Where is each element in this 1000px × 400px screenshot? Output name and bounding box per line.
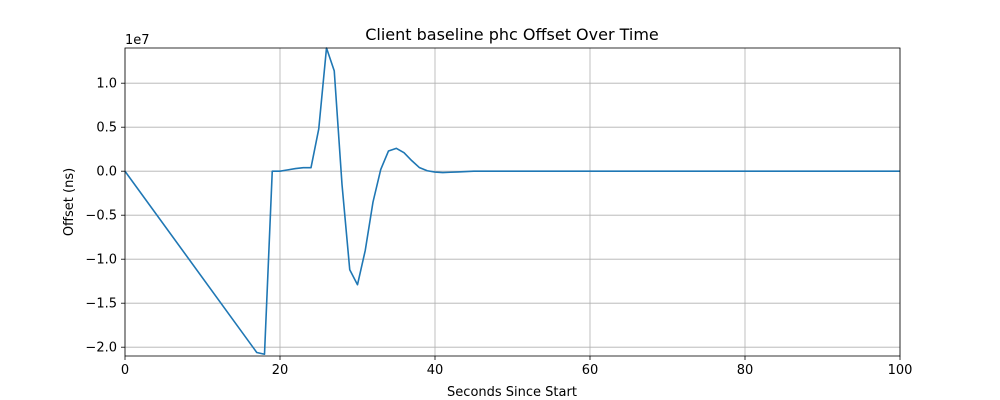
y-tick-label: −1.5 [85, 297, 117, 312]
series-layer [124, 47, 900, 356]
y-axis-label: Offset (ns) [62, 168, 77, 236]
x-tick-label: 60 [582, 363, 599, 378]
grid-lines [124, 48, 901, 356]
y-tick-label: 1.0 [96, 77, 117, 92]
plot-frame [124, 47, 901, 357]
x-tick-label: 0 [121, 363, 129, 378]
series-line-offset [124, 47, 900, 356]
x-tick-label: 20 [272, 363, 289, 378]
y-tick-label: 0.0 [96, 165, 117, 180]
y-axis-ticks: −2.0 −1.5 −1.0 −0.5 0.0 0.5 1.0 [85, 77, 125, 356]
y-tick-label: 0.5 [96, 121, 117, 136]
x-axis-ticks: 0 20 40 60 80 100 [121, 356, 913, 378]
chart-title: Client baseline phc Offset Over Time [365, 25, 659, 44]
y-tick-label: −1.0 [85, 253, 117, 268]
x-tick-label: 40 [427, 363, 444, 378]
y-multiplier-label: 1e7 [125, 33, 150, 48]
x-tick-label: 100 [888, 363, 913, 378]
y-tick-label: −0.5 [85, 209, 117, 224]
x-tick-label: 80 [737, 363, 754, 378]
y-tick-label: −2.0 [85, 341, 117, 356]
x-axis-label: Seconds Since Start [447, 385, 577, 400]
